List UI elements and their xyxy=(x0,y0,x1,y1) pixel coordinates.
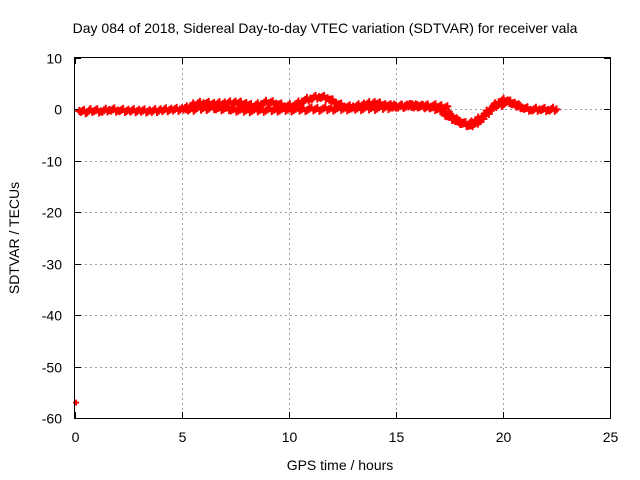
y-tick-label: -50 xyxy=(42,360,62,376)
data-point xyxy=(552,105,561,114)
series-SDTVAR xyxy=(73,91,561,406)
y-tick-label: -10 xyxy=(42,154,62,170)
x-tick-label: 20 xyxy=(496,429,512,445)
x-tick-label: 5 xyxy=(179,429,187,445)
x-tick-label: 25 xyxy=(603,429,619,445)
y-tick-label: -20 xyxy=(42,205,62,221)
x-tick-label: 0 xyxy=(72,429,80,445)
x-tick-label: 10 xyxy=(282,429,298,445)
x-axis-label: GPS time / hours xyxy=(287,457,394,473)
y-tick-label: 10 xyxy=(46,51,62,67)
chart-title: Day 084 of 2018, Sidereal Day-to-day VTE… xyxy=(73,20,578,36)
y-tick-label: -40 xyxy=(42,308,62,324)
tick-labels: 0 5 10 15 20 25 10 0 -10 -20 -30 -40 -50 -60 xyxy=(42,51,619,446)
series-SDTVAR-lower-branch xyxy=(182,96,525,131)
plot-frame xyxy=(74,57,611,419)
y-axis-label: SDTVAR / TECUs xyxy=(6,182,22,294)
y-tick-label: 0 xyxy=(54,102,62,118)
y-tick-label: -30 xyxy=(42,257,62,273)
y-tick-label: -60 xyxy=(42,411,62,427)
data-point xyxy=(516,101,525,110)
data-points xyxy=(73,91,561,406)
x-tick-label: 15 xyxy=(389,429,405,445)
data-point xyxy=(443,102,452,111)
data-point xyxy=(73,399,80,406)
